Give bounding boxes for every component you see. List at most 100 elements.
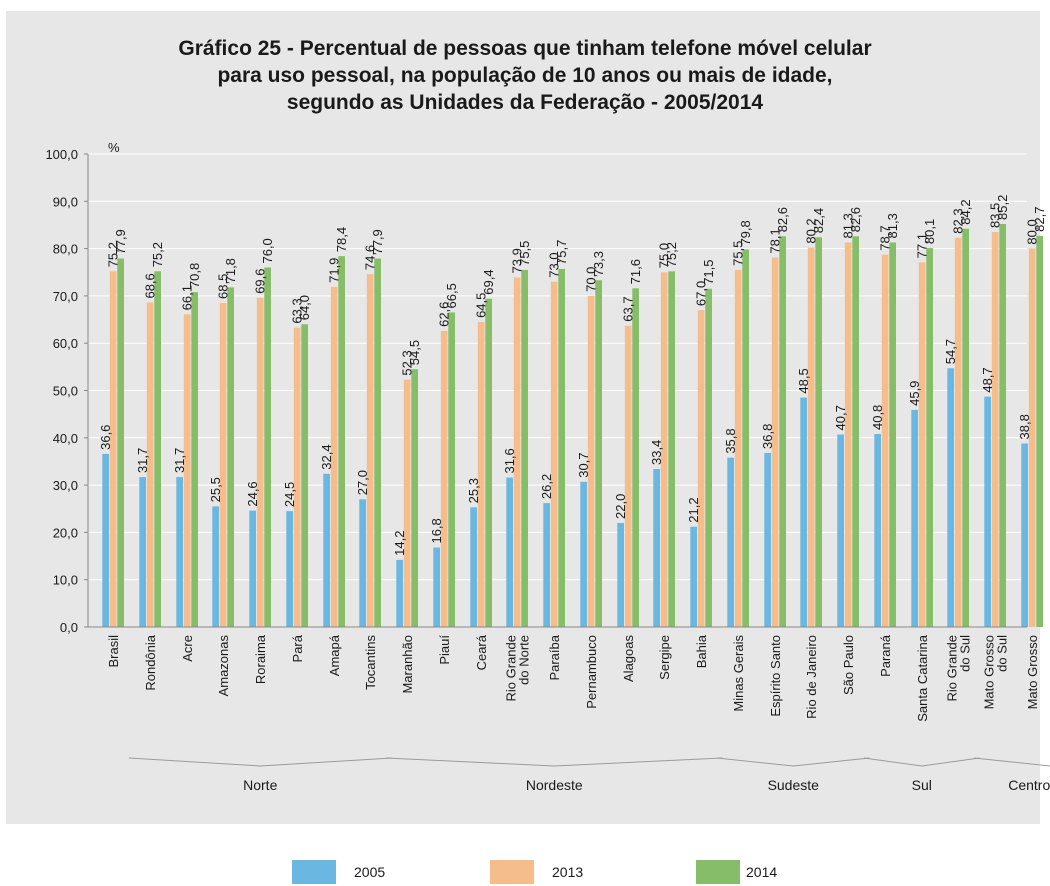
legend-label-2013: 2013 bbox=[552, 864, 584, 880]
bar-2013 bbox=[109, 271, 117, 627]
data-label-2013: 82,3 bbox=[951, 208, 966, 233]
bar-2013 bbox=[256, 297, 264, 627]
data-label-2005: 27,0 bbox=[355, 470, 370, 495]
legend-label-2014: 2014 bbox=[746, 864, 778, 880]
data-label-2014: 79,8 bbox=[738, 220, 753, 245]
chart-title-line-3: segundo as Unidades da Federação - 2005/… bbox=[286, 91, 764, 114]
bar-2014 bbox=[668, 271, 675, 627]
bar-2005 bbox=[984, 396, 991, 627]
bar-2005 bbox=[911, 409, 918, 627]
bar-2014 bbox=[852, 236, 859, 627]
category-label: Rondônia bbox=[143, 634, 158, 690]
data-label-2013: 68,6 bbox=[143, 273, 158, 298]
category-label: Amapá bbox=[327, 634, 342, 676]
bar-2005 bbox=[874, 434, 881, 627]
bar-2005 bbox=[764, 452, 771, 627]
bar-2014 bbox=[191, 292, 198, 627]
data-label-2014: 71,6 bbox=[628, 259, 643, 284]
bar-2013 bbox=[881, 254, 889, 627]
data-label-2013: 52,3 bbox=[400, 350, 415, 375]
bar-2014 bbox=[227, 287, 234, 627]
data-label-2013: 62,6 bbox=[437, 302, 452, 327]
group-bracket-0 bbox=[128, 757, 392, 767]
legend-swatch-2005 bbox=[292, 860, 336, 884]
category-label: Pará bbox=[290, 634, 305, 662]
data-label-2005: 36,6 bbox=[98, 425, 113, 450]
bar-2013 bbox=[624, 325, 632, 627]
bar-2005 bbox=[543, 503, 550, 627]
data-label-2014: 66,5 bbox=[444, 283, 459, 308]
bar-2014 bbox=[1036, 235, 1043, 628]
data-label-2013: 80,2 bbox=[804, 218, 819, 243]
bar-2005 bbox=[433, 547, 440, 627]
data-label-2013: 75,0 bbox=[657, 243, 672, 268]
data-label-2005: 14,2 bbox=[392, 531, 407, 556]
bar-chart: % 0,0 10,0 20,0 30,0 40,0 50,0 60,0 70,0 80,0 90,… bbox=[45, 140, 1050, 793]
data-label-2014: 82,6 bbox=[848, 207, 863, 232]
bar-2005 bbox=[947, 368, 954, 627]
data-label-2013: 68,5 bbox=[216, 274, 231, 299]
data-label-2005: 48,7 bbox=[980, 367, 995, 392]
bar-2014 bbox=[374, 258, 381, 627]
category-label: do Norte bbox=[516, 635, 531, 685]
group-bracket-1 bbox=[385, 757, 723, 767]
data-label-2005: 24,5 bbox=[282, 482, 297, 507]
bar-2014 bbox=[962, 228, 969, 627]
bar-2013 bbox=[954, 237, 962, 627]
bar-2014 bbox=[117, 258, 124, 627]
bar-2013 bbox=[146, 302, 154, 627]
bar-2005 bbox=[323, 473, 330, 627]
bar-2013 bbox=[697, 310, 705, 627]
data-label-2014: 80,1 bbox=[922, 219, 937, 244]
group-label: Norte bbox=[243, 777, 277, 793]
category-label: Santa Catarina bbox=[915, 634, 930, 721]
y-axis-ticks: 0,0 10,0 20,0 30,0 40,0 50,0 60,0 70,0 80,0 90,0 1… bbox=[45, 147, 88, 635]
data-label-2014: 75,2 bbox=[150, 242, 165, 267]
data-label-2013: 75,5 bbox=[731, 241, 746, 266]
data-label-2005: 45,9 bbox=[907, 381, 922, 406]
category-label: Mato Grosso bbox=[981, 635, 996, 709]
bar-2013 bbox=[918, 262, 926, 627]
y-tick-label: 20,0 bbox=[53, 525, 78, 540]
data-label-2014: 54,5 bbox=[407, 340, 422, 365]
bar-2005 bbox=[470, 507, 477, 627]
y-tick-label: 80,0 bbox=[53, 242, 78, 257]
bar-2005 bbox=[249, 510, 256, 627]
axes bbox=[87, 154, 1027, 628]
bar-2005 bbox=[653, 469, 660, 627]
data-label-2013: 78,1 bbox=[768, 228, 783, 253]
data-label-2013: 83,5 bbox=[988, 203, 1003, 228]
bar-2013 bbox=[771, 257, 779, 627]
y-tick-label: 30,0 bbox=[53, 478, 78, 493]
category-label: Maranhão bbox=[400, 635, 415, 694]
category-label: do Sul bbox=[994, 635, 1009, 672]
bar-2013 bbox=[366, 274, 374, 627]
legend: 2005 2013 2014 bbox=[0, 860, 1050, 886]
data-label-2013: 81,3 bbox=[841, 213, 856, 238]
bar-2014 bbox=[154, 271, 161, 627]
bar-2005 bbox=[396, 559, 403, 627]
y-tick-label: 10,0 bbox=[53, 573, 78, 588]
y-tick-label: 60,0 bbox=[53, 336, 78, 351]
data-label-2014: 82,4 bbox=[811, 208, 826, 233]
y-tick-label: 70,0 bbox=[53, 289, 78, 304]
group-bracket-4 bbox=[973, 757, 1050, 767]
data-label-2013: 63,7 bbox=[621, 296, 636, 321]
data-label-2014: 71,5 bbox=[701, 259, 716, 284]
data-label-2013: 73,9 bbox=[510, 248, 525, 273]
category-label: Pernambuco bbox=[584, 635, 599, 709]
bar-2005 bbox=[176, 477, 183, 627]
legend-swatch-2013 bbox=[490, 860, 534, 884]
data-label-2014: 77,9 bbox=[113, 229, 128, 254]
group-label: Sul bbox=[912, 777, 932, 793]
data-label-2013: 69,6 bbox=[253, 268, 268, 293]
data-label-2014: 77,9 bbox=[370, 229, 385, 254]
category-label: Rio Grande bbox=[944, 635, 959, 701]
group-label: Sudeste bbox=[768, 777, 820, 793]
bar-2005 bbox=[837, 434, 844, 627]
legend-swatch-2014 bbox=[696, 860, 740, 884]
bar-2005 bbox=[800, 397, 807, 627]
group-label: Nordeste bbox=[526, 777, 583, 793]
bar-2013 bbox=[293, 327, 301, 627]
bar-2014 bbox=[558, 268, 565, 627]
